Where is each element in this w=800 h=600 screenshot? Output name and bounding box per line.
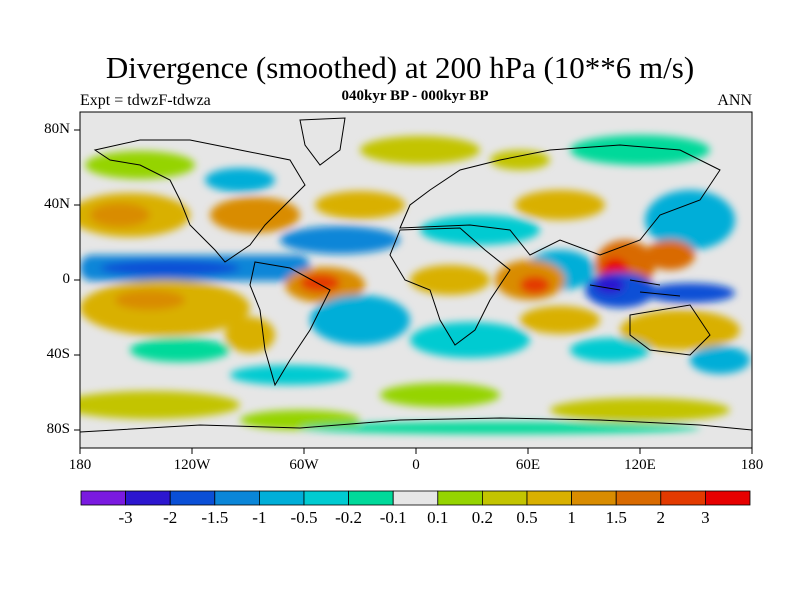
colorbar-label: -0.5 <box>290 508 318 527</box>
colorbar-swatch <box>615 490 662 506</box>
colorbar-label: 2 <box>656 508 666 527</box>
coastlines <box>80 117 752 433</box>
lat-tick-40s: 40S <box>46 346 70 362</box>
colorbar-swatch <box>660 490 706 506</box>
colorbar-swatch <box>437 490 483 506</box>
colorbar-swatch <box>526 490 572 506</box>
colorbar <box>80 490 751 506</box>
lon-tick-0: 0 <box>412 457 420 473</box>
lon-tick-120e: 120E <box>624 457 656 473</box>
colorbar-swatch <box>125 490 171 506</box>
colorbar-swatch <box>169 490 216 506</box>
colorbar-label: 0.1 <box>427 508 449 527</box>
colorbar-label: -1.5 <box>201 508 229 527</box>
lat-tick-80s: 80S <box>46 421 70 437</box>
colorbar-label: 1.5 <box>605 508 627 527</box>
experiment-label: Expt = tdwzF-tdwza <box>80 92 211 109</box>
lat-tick-80n: 80N <box>44 121 70 137</box>
lat-tick-40n: 40N <box>44 196 70 212</box>
divergence-field <box>80 112 752 448</box>
colorbar-label: 0.5 <box>516 508 538 527</box>
colorbar-label: 0.2 <box>471 508 494 527</box>
colorbar-swatch <box>214 490 260 506</box>
colorbar-label: -0.2 <box>335 508 363 527</box>
season-label: ANN <box>717 92 752 109</box>
colorbar-swatch <box>258 490 305 506</box>
colorbar-swatch <box>705 490 751 506</box>
lat-tick-0: 0 <box>62 271 71 287</box>
colorbar-swatch <box>571 490 617 506</box>
colorbar-label: -2 <box>163 508 178 527</box>
lon-tick-120w: 120W <box>173 457 211 473</box>
colorbar-label: 1 <box>567 508 576 527</box>
colorbar-swatch <box>481 490 528 506</box>
colorbar-swatch <box>303 490 349 506</box>
lon-tick-180-left: 180 <box>68 457 92 473</box>
colorbar-label: -3 <box>118 508 133 527</box>
axis-ticks <box>74 129 753 454</box>
period-label: 040kyr BP - 000kyr BP <box>341 88 489 104</box>
colorbar-label: -0.1 <box>379 508 407 527</box>
colorbar-swatch <box>348 490 394 506</box>
lon-tick-180-right: 180 <box>740 457 764 473</box>
colorbar-swatch <box>80 490 126 506</box>
colorbar-label: -1 <box>252 508 267 527</box>
lon-tick-60w: 60W <box>289 457 319 473</box>
lon-tick-60e: 60E <box>515 457 541 473</box>
plot-title: Divergence (smoothed) at 200 hPa (10**6 … <box>105 50 695 85</box>
colorbar-swatch <box>392 490 439 506</box>
colorbar-label: 3 <box>701 508 710 527</box>
